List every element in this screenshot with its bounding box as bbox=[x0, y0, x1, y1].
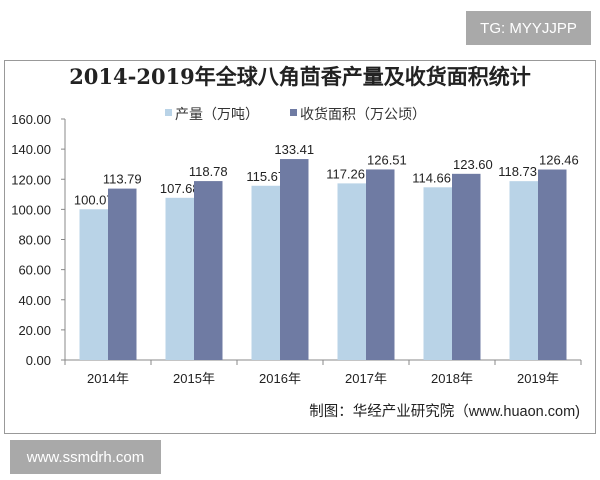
x-tick-label: 2016年 bbox=[259, 371, 301, 386]
y-tick-label: 100.00 bbox=[11, 202, 51, 217]
x-tick-label: 2018年 bbox=[431, 371, 473, 386]
x-tick-label: 2019年 bbox=[517, 371, 559, 386]
x-tick-label: 2017年 bbox=[345, 371, 387, 386]
bar bbox=[423, 187, 452, 360]
data-label: 126.51 bbox=[367, 152, 407, 167]
bar bbox=[194, 181, 223, 360]
y-tick-label: 60.00 bbox=[18, 263, 51, 278]
data-label: 107.68 bbox=[160, 181, 200, 196]
data-label: 115.67 bbox=[246, 169, 285, 184]
data-label: 123.60 bbox=[453, 157, 493, 172]
source-note: 制图：华经产业研究院（www.huaon.com) bbox=[309, 403, 580, 420]
bar bbox=[280, 159, 309, 360]
chart-frame bbox=[4, 60, 596, 434]
x-tick-label: 2015年 bbox=[173, 371, 215, 386]
data-label: 117.26 bbox=[326, 166, 365, 181]
data-label: 100.07 bbox=[74, 192, 114, 207]
legend-label: 产量（万吨） bbox=[175, 106, 259, 122]
bar bbox=[452, 173, 481, 360]
bar bbox=[337, 183, 366, 360]
y-tick-label: 0.00 bbox=[26, 353, 51, 368]
bar bbox=[366, 169, 395, 360]
data-label: 114.66 bbox=[412, 170, 451, 185]
watermark-top: TG: MYYJJPP bbox=[466, 11, 591, 45]
y-tick-label: 80.00 bbox=[18, 233, 51, 248]
y-tick-label: 40.00 bbox=[18, 293, 51, 308]
data-label: 118.78 bbox=[189, 164, 228, 179]
bar bbox=[79, 209, 108, 360]
bar bbox=[108, 188, 137, 360]
bar bbox=[538, 169, 567, 360]
legend-swatch bbox=[165, 109, 172, 116]
y-tick-label: 20.00 bbox=[18, 323, 51, 338]
legend-label: 收货面积（万公顷） bbox=[300, 106, 426, 122]
data-label: 118.73 bbox=[498, 164, 537, 179]
data-label: 113.79 bbox=[103, 172, 142, 187]
bar bbox=[251, 185, 280, 360]
y-tick-label: 140.00 bbox=[11, 142, 51, 157]
y-tick-label: 120.00 bbox=[11, 172, 51, 187]
chart-title: 2014-2019年全球八角茴香产量及收货面积统计 bbox=[69, 64, 531, 89]
data-label: 126.46 bbox=[539, 153, 579, 168]
y-tick-label: 160.00 bbox=[11, 112, 51, 127]
x-tick-label: 2014年 bbox=[87, 371, 129, 386]
legend-swatch bbox=[290, 109, 297, 116]
watermark-bottom: www.ssmdrh.com bbox=[10, 440, 161, 474]
bar bbox=[509, 181, 538, 360]
data-label: 133.41 bbox=[274, 142, 314, 157]
bar bbox=[165, 197, 194, 360]
